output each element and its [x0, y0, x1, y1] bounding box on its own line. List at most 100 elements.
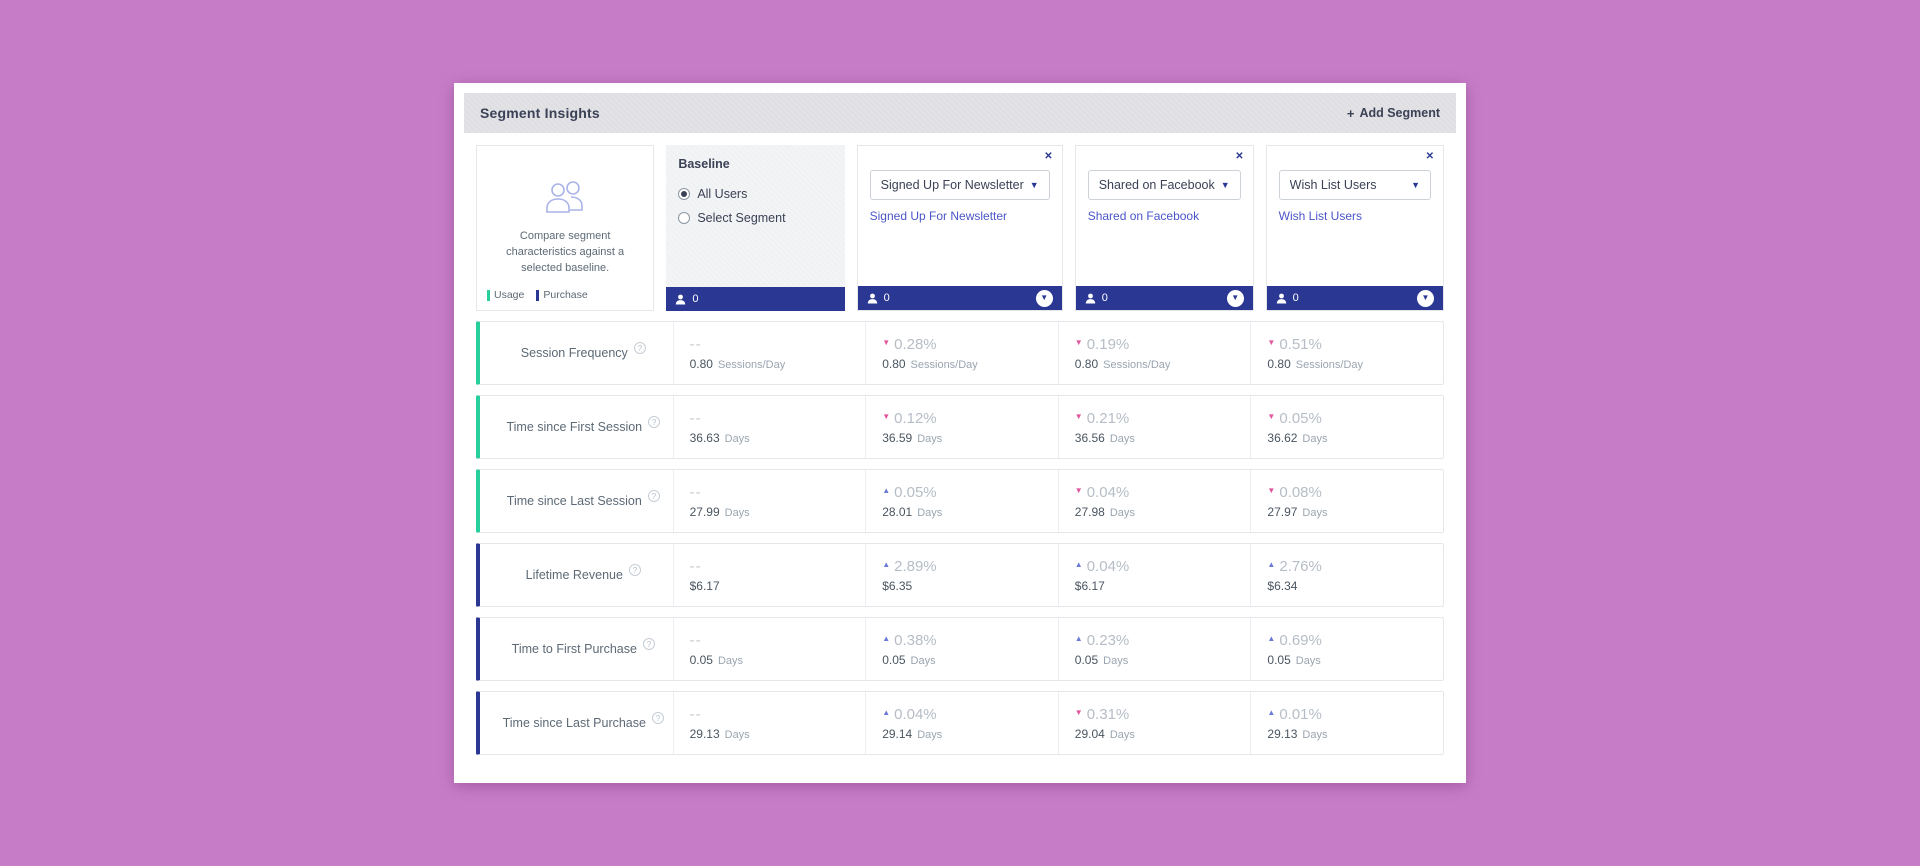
top-panels-row: Compare segment characteristics against … [476, 145, 1444, 311]
change-percent: 0.51% [1279, 335, 1322, 353]
segment-value-cell: ▼ 0.12% 36.59 Days [865, 396, 1058, 458]
segment-value-cell: ▼ 0.08% 27.97 Days [1250, 470, 1443, 532]
segment-user-count: 0 [883, 292, 890, 304]
metric-label: Time since First Session [506, 420, 643, 434]
segment-user-count: 0 [1292, 292, 1299, 304]
info-icon[interactable]: ? [633, 342, 646, 354]
segment-link[interactable]: Wish List Users [1278, 209, 1363, 223]
close-icon[interactable]: ✕ [1044, 151, 1053, 162]
change-direction-icon: ▼ [1074, 708, 1083, 717]
close-icon[interactable]: ✕ [1235, 151, 1244, 162]
radio-button-unchecked[interactable] [678, 212, 691, 224]
segment-link[interactable]: Signed Up For Newsletter [869, 209, 1008, 223]
segment-select-value: Shared on Facebook [1098, 178, 1215, 192]
segment-select[interactable]: Shared on Facebook ▼ [1087, 170, 1241, 200]
baseline-value-cell: -- 36.63 Days [672, 396, 866, 458]
legend-usage-label: Usage [494, 289, 525, 301]
segment-link[interactable]: Shared on Facebook [1087, 209, 1200, 223]
cell-unit: Days [1109, 506, 1135, 519]
change-direction-icon: ▼ [1074, 338, 1083, 347]
no-change-dash: -- [689, 557, 702, 575]
segment-value-cell: ▼ 0.31% 29.04 Days [1057, 692, 1251, 754]
change-percent: 0.01% [1279, 705, 1322, 723]
info-icon[interactable]: ? [642, 638, 655, 650]
change-direction-icon: ▲ [882, 634, 891, 643]
segment-value-cell: ▼ 0.21% 36.56 Days [1057, 396, 1251, 458]
segment-panel: ✕ Wish List Users ▼ Wish List Users 0 ▼ [1265, 145, 1444, 311]
cell-value: 36.59 [882, 430, 913, 445]
cell-unit: Days [1109, 432, 1135, 445]
close-icon[interactable]: ✕ [1425, 151, 1434, 162]
segment-select[interactable]: Signed Up For Newsletter ▼ [869, 170, 1050, 200]
metric-label: Time since Last Session [506, 494, 642, 508]
legend-purchase-label: Purchase [543, 289, 588, 301]
segment-value-cell: ▲ 0.38% 0.05 Days [865, 618, 1058, 680]
add-segment-button[interactable]: + Add Segment [1347, 106, 1440, 121]
baseline-value-cell: -- 29.13 Days [672, 692, 866, 754]
baseline-title: Baseline [678, 157, 730, 171]
cell-value: 27.97 [1267, 504, 1298, 519]
cell-value: 27.98 [1074, 504, 1105, 519]
cell-unit: Sessions/Day [910, 358, 978, 371]
segment-count-bar: 0 ▼ [1075, 286, 1253, 310]
change-direction-icon: ▼ [1074, 412, 1083, 421]
cell-unit: Days [1302, 506, 1328, 519]
baseline-value-cell: -- $6.17 [672, 544, 866, 606]
expand-button[interactable]: ▼ [1226, 289, 1244, 307]
cell-unit: Sessions/Day [1295, 358, 1364, 371]
expand-button[interactable]: ▼ [1035, 289, 1053, 307]
baseline-value-cell: -- 27.99 Days [672, 470, 866, 532]
cell-unit: Sessions/Day [1103, 358, 1171, 371]
change-percent: 0.28% [894, 335, 937, 353]
user-icon [1085, 293, 1095, 303]
add-segment-label: Add Segment [1359, 106, 1440, 120]
radio-button-checked[interactable] [678, 188, 691, 200]
cell-unit: Days [910, 654, 936, 667]
segment-value-cell: ▲ 0.01% 29.13 Days [1250, 692, 1443, 754]
info-icon[interactable]: ? [648, 416, 661, 428]
no-change-dash: -- [689, 705, 702, 723]
segment-value-cell: ▲ 0.04% 29.14 Days [865, 692, 1058, 754]
metric-label-cell: Time since Last Purchase ? [480, 692, 673, 754]
cell-value: 29.14 [882, 726, 913, 741]
change-percent: 0.12% [894, 409, 937, 427]
baseline-unit: Days [724, 506, 750, 519]
baseline-options: All Users Select Segment [678, 187, 832, 225]
change-direction-icon: ▲ [1267, 708, 1276, 717]
segment-value-cell: ▲ 2.76% $6.34 [1250, 544, 1443, 606]
radio-select-segment[interactable]: Select Segment [678, 211, 832, 225]
segment-value-cell: ▲ 0.05% 28.01 Days [865, 470, 1058, 532]
users-group-icon [546, 181, 583, 213]
cell-unit: Days [1302, 432, 1328, 445]
segment-select-value: Signed Up For Newsletter [880, 178, 1024, 192]
segment-value-cell: ▼ 0.04% 27.98 Days [1057, 470, 1251, 532]
info-icon[interactable]: ? [628, 564, 641, 576]
change-direction-icon: ▲ [882, 486, 891, 495]
radio-select-segment-label: Select Segment [697, 211, 786, 225]
cell-unit: Days [1295, 654, 1321, 667]
metric-row: Time since Last Session ? -- 27.99 Days … [476, 469, 1444, 533]
info-icon[interactable]: ? [651, 712, 664, 724]
change-direction-icon: ▲ [1267, 560, 1276, 569]
expand-button[interactable]: ▼ [1417, 289, 1434, 307]
segment-value-cell: ▼ 0.05% 36.62 Days [1250, 396, 1443, 458]
metric-label-cell: Session Frequency ? [480, 322, 673, 384]
change-percent: 0.04% [894, 705, 937, 723]
segment-select[interactable]: Wish List Users ▼ [1278, 170, 1431, 200]
no-change-dash: -- [689, 335, 702, 353]
segment-value-cell: ▲ 2.89% $6.35 [865, 544, 1058, 606]
segment-user-count: 0 [1101, 292, 1108, 304]
change-direction-icon: ▼ [1267, 412, 1276, 421]
plus-icon: + [1346, 105, 1355, 121]
cell-value: $6.17 [1074, 578, 1105, 593]
radio-all-users[interactable]: All Users [678, 187, 832, 201]
metric-row: Time since First Session ? -- 36.63 Days… [476, 395, 1444, 459]
baseline-value-cell: -- 0.80 Sessions/Day [672, 322, 866, 384]
cell-value: $6.35 [882, 578, 913, 593]
metric-row: Time to First Purchase ? -- 0.05 Days ▲ … [476, 617, 1444, 681]
info-icon[interactable]: ? [647, 490, 660, 502]
change-direction-icon: ▼ [1074, 486, 1083, 495]
metric-rows: Session Frequency ? -- 0.80 Sessions/Day… [476, 321, 1444, 755]
change-direction-icon: ▲ [882, 560, 891, 569]
change-direction-icon: ▼ [1267, 486, 1276, 495]
